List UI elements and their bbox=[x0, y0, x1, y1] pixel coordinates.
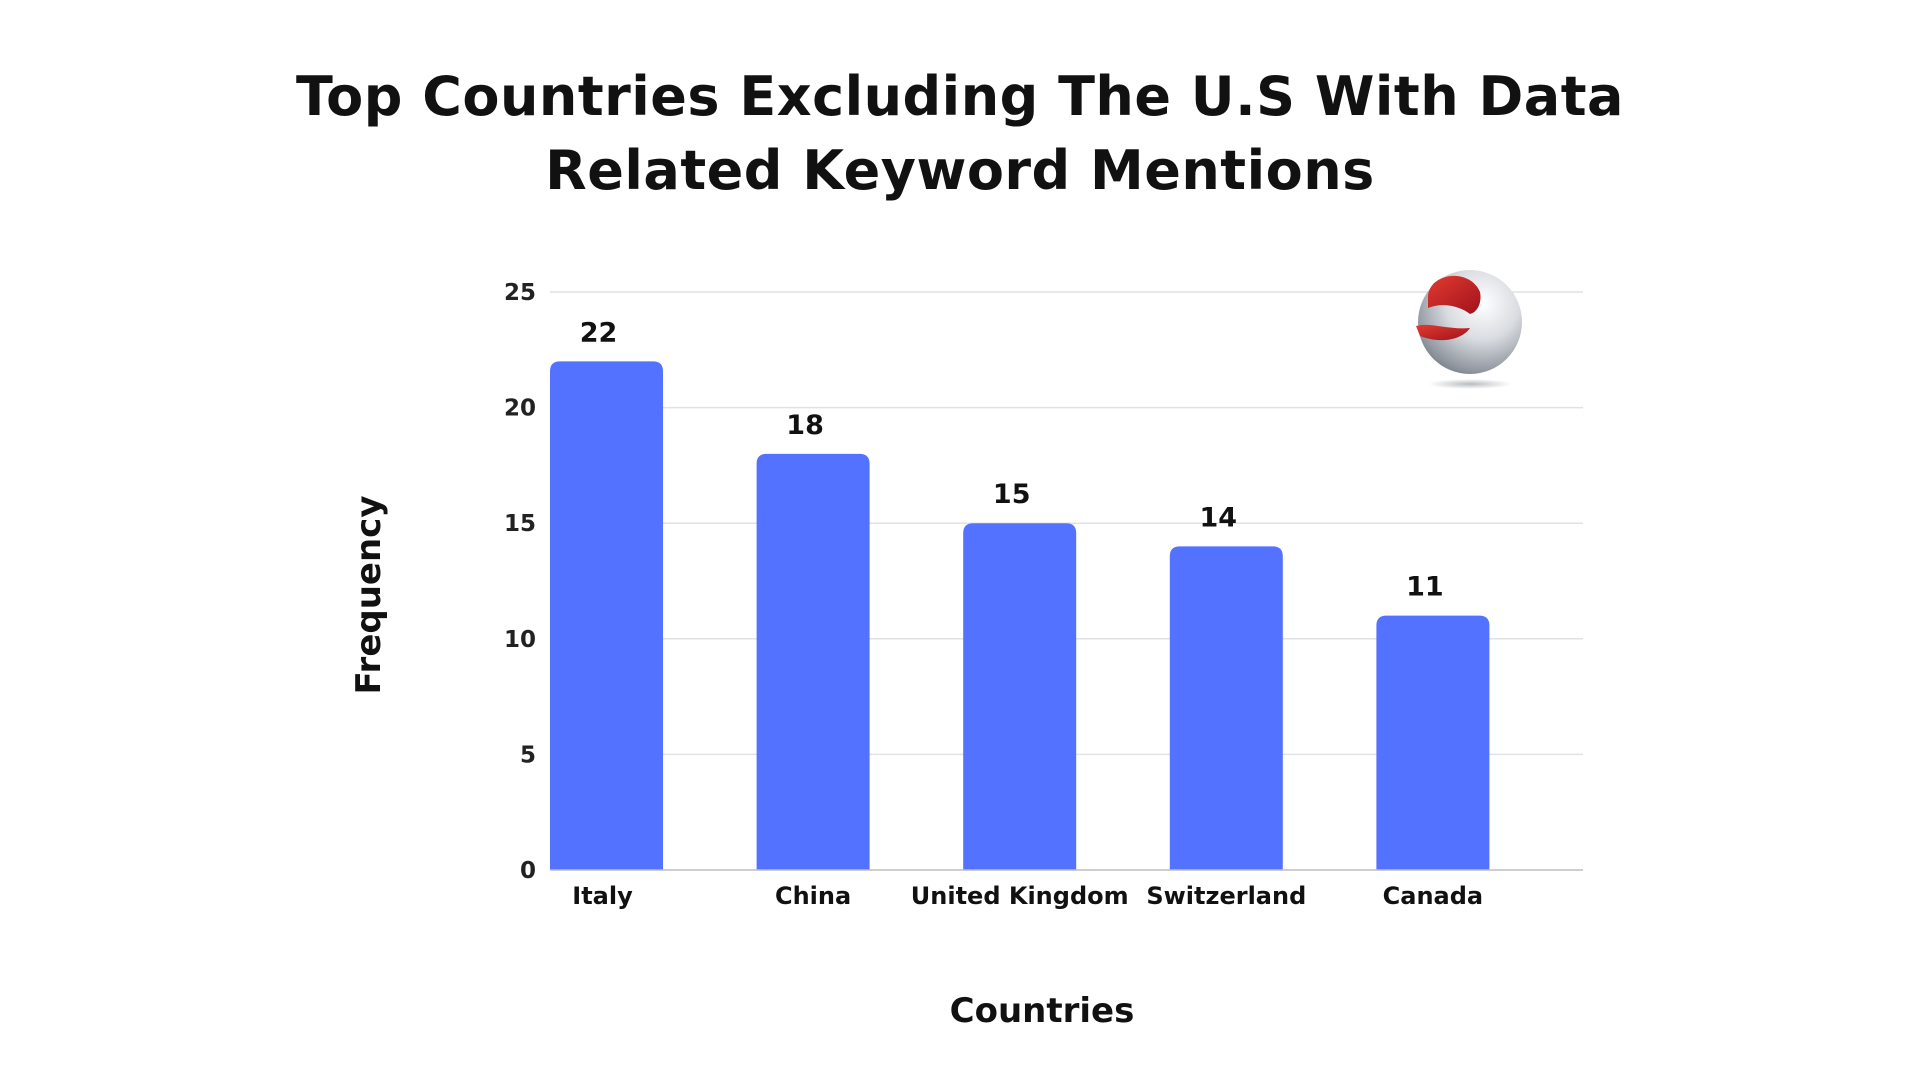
data-label-united-kingdom: 15 bbox=[993, 479, 1031, 510]
y-tick-label-25: 25 bbox=[504, 280, 536, 306]
data-label-italy: 22 bbox=[580, 317, 618, 348]
y-tick-label-5: 5 bbox=[520, 742, 536, 768]
bar-china bbox=[756, 453, 870, 870]
y-axis-tick-labels: 0 5 10 15 20 25 bbox=[504, 280, 536, 884]
x-axis-category-labels: Italy China United Kingdom Switzerland Canad… bbox=[572, 882, 1483, 910]
bar-italy bbox=[550, 361, 663, 870]
chart-title-line-1: Top Countries Excluding The U.S With Dat… bbox=[296, 65, 1624, 128]
data-label-china: 18 bbox=[786, 410, 824, 441]
data-labels: 22 18 15 14 11 bbox=[580, 317, 1444, 602]
y-tick-label-0: 0 bbox=[520, 858, 536, 884]
chart-title: Top Countries Excluding The U.S With Dat… bbox=[210, 60, 1710, 208]
data-label-switzerland: 14 bbox=[1200, 502, 1238, 533]
bar-switzerland bbox=[1169, 546, 1283, 870]
x-tick-label-italy: Italy bbox=[572, 882, 633, 910]
data-label-canada: 11 bbox=[1406, 572, 1444, 603]
chart-title-line-2: Related Keyword Mentions bbox=[545, 139, 1375, 202]
bar-canada bbox=[1376, 615, 1490, 870]
bars bbox=[550, 361, 1490, 870]
y-tick-label-10: 10 bbox=[504, 627, 536, 653]
x-tick-label-canada: Canada bbox=[1383, 882, 1483, 910]
x-tick-label-china: China bbox=[775, 882, 851, 910]
x-axis-title: Countries bbox=[950, 991, 1135, 1031]
x-tick-label-switzerland: Switzerland bbox=[1146, 882, 1306, 910]
x-tick-label-united-kingdom: United Kingdom bbox=[911, 882, 1129, 910]
y-axis-title: Frequency bbox=[349, 495, 389, 694]
y-tick-label-15: 15 bbox=[504, 511, 536, 537]
red-swoosh-sphere-logo-icon bbox=[1416, 270, 1522, 389]
bar-united-kingdom bbox=[963, 523, 1077, 870]
y-tick-label-20: 20 bbox=[504, 396, 536, 422]
